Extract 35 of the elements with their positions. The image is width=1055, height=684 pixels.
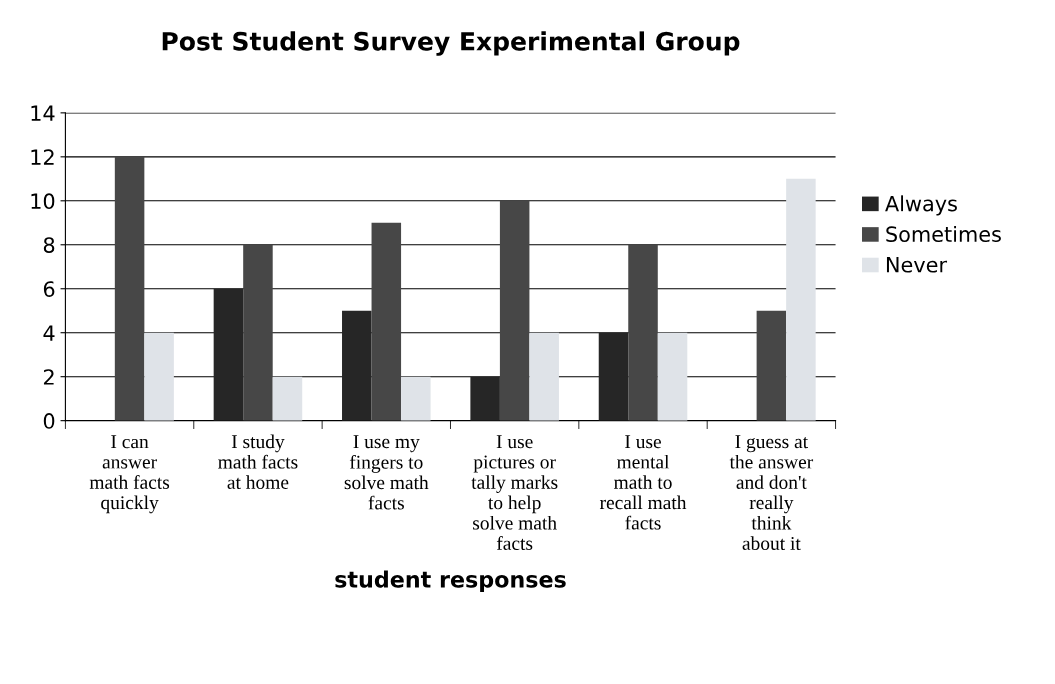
bar [243,244,273,421]
chart-title: Post Student Survey Experimental Group [162,31,740,56]
y-tick-label: 0 [43,413,55,429]
bar [628,244,658,421]
bar [598,332,629,421]
y-tick-label: 10 [31,193,55,210]
y-tick-label: 2 [43,369,54,385]
legend-label: Always [885,195,957,216]
bar [756,310,787,421]
bar [114,156,145,421]
bar [144,332,174,421]
y-tick-label: 4 [43,325,55,341]
legend-label: Never [886,257,948,273]
x-tick-label: I guess at the answer and don't really think about it [729,435,814,550]
bar [657,332,688,421]
y-tick-label: 6 [43,281,55,297]
x-tick-label: I use my fingers to solve math facts [344,435,429,510]
legend-label: Sometimes [886,225,1001,243]
x-tick-label: I use pictures or tally marks to help solve math facts [471,435,558,550]
bar [342,310,372,421]
bar [213,288,244,421]
bar [499,200,530,421]
bar [786,178,816,421]
y-tick-label: 14 [31,105,55,121]
x-axis-title: student responses [335,570,566,593]
bar [272,376,303,421]
y-tick-label: 8 [43,237,55,253]
bar [470,376,500,421]
bar [401,376,431,421]
x-tick-label: I use mental math to recall math facts [599,435,687,530]
x-tick-label: I can answer math facts quickly [89,435,170,514]
bar [371,222,402,421]
x-tick-label: I study math facts at home [218,434,298,489]
y-tick-label: 12 [31,149,54,165]
bar [529,332,559,421]
